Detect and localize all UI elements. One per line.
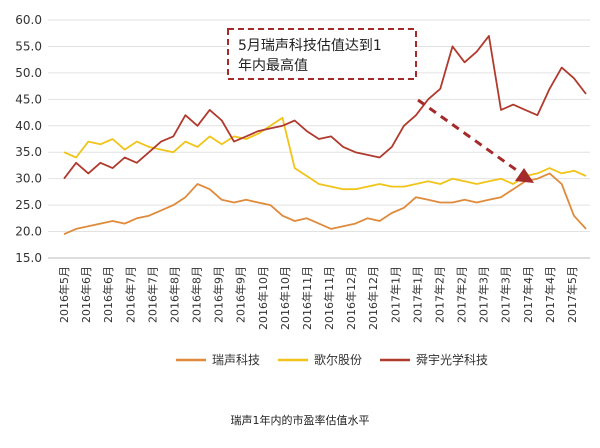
callout-box (227, 28, 417, 80)
grid-lines (48, 19, 590, 233)
x-tick-label: 2017年4月 (543, 266, 557, 323)
y-tick-label: 35.0 (15, 145, 42, 159)
callout-text-line-1: 5月瑞声科技估值达到1 (238, 38, 382, 54)
x-tick-label: 2016年8月 (190, 266, 204, 323)
series-lines (63, 35, 587, 236)
y-axis-ticks: 15.0 20.0 25.0 30.0 35.0 40.0 45.0 50.0 55.0 60.0 (15, 13, 42, 265)
x-tick-label: 2016年10月 (278, 266, 292, 330)
series-line-2 (63, 35, 587, 180)
series-line-1 (63, 116, 587, 191)
callout-arrow (417, 98, 523, 176)
y-tick-label: 55.0 (15, 39, 42, 53)
x-tick-label: 2016年6月 (79, 266, 93, 323)
legend-label-goertek: 歌尔股份 (314, 352, 362, 367)
x-tick-label: 2017年3月 (499, 266, 513, 323)
x-axis-ticks: 2016年5月 2016年6月 2016年6月 2016年7月 2016年7月 2016年… (57, 266, 579, 330)
y-tick-label: 40.0 (15, 119, 42, 133)
chart-caption: 瑞声1年内的市盈率估值水平 (231, 413, 370, 427)
x-tick-label: 2017年2月 (455, 266, 469, 323)
y-tick-label: 45.0 (15, 92, 42, 106)
y-tick-label: 50.0 (15, 66, 42, 80)
x-tick-label: 2016年7月 (145, 266, 159, 323)
series-line-0 (63, 172, 587, 236)
callout-annotation: 5月瑞声科技估值达到1 年内最高值 (227, 28, 534, 183)
callout-text-line-2: 年内最高值 (238, 57, 308, 74)
y-tick-label: 60.0 (15, 13, 42, 27)
x-tick-label: 2016年7月 (123, 266, 137, 323)
y-tick-label: 30.0 (15, 172, 42, 186)
x-tick-label: 2016年12月 (344, 266, 358, 330)
x-tick-label: 2016年9月 (234, 266, 248, 323)
x-tick-label: 2017年3月 (477, 266, 491, 323)
x-tick-label: 2017年2月 (432, 266, 446, 323)
x-tick-label: 2016年10月 (256, 266, 270, 330)
callout-arrowhead (515, 168, 534, 183)
x-tick-label: 2016年5月 (57, 266, 71, 323)
legend-label-sunny: 舜宇光学科技 (416, 352, 488, 367)
x-tick-label: 2016年12月 (366, 266, 380, 330)
x-tick-label: 2016年6月 (101, 266, 115, 323)
x-tick-label: 2017年4月 (521, 266, 535, 323)
y-tick-label: 20.0 (15, 225, 42, 239)
legend: 瑞声科技 歌尔股份 舜宇光学科技 (176, 352, 488, 367)
x-tick-label: 2016年11月 (300, 266, 314, 330)
x-tick-label: 2017年5月 (565, 266, 579, 323)
x-tick-label: 2016年8月 (167, 266, 181, 323)
legend-label-aac: 瑞声科技 (212, 353, 260, 367)
x-tick-label: 2016年9月 (212, 266, 226, 323)
x-tick-label: 2017年1月 (388, 266, 402, 323)
y-tick-label: 15.0 (15, 251, 42, 265)
x-tick-label: 2016年11月 (322, 266, 336, 330)
x-tick-label: 2017年1月 (410, 266, 424, 323)
y-tick-label: 25.0 (15, 198, 42, 212)
